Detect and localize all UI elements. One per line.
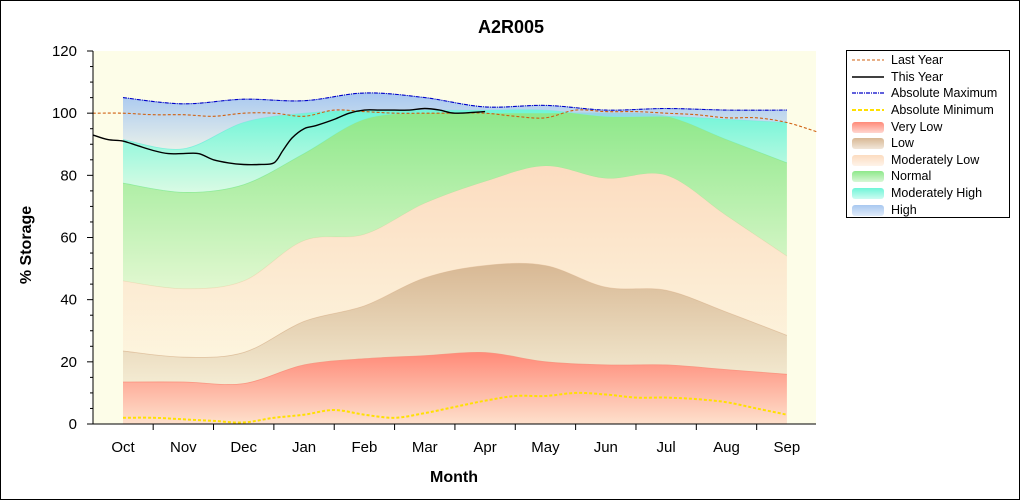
y-tick-label: 80 — [60, 167, 77, 184]
legend-item: Absolute Maximum — [847, 85, 1009, 102]
x-tick-label: Sep — [773, 439, 800, 456]
legend-item: Very Low — [847, 118, 1009, 135]
legend-label: Moderately Low — [891, 152, 980, 167]
band-high — [123, 92, 787, 150]
legend-swatch — [852, 171, 884, 183]
x-tick-label: May — [531, 439, 560, 456]
plot-area: 0 20 40 60 80 100 120 Oct Nov Dec Jan Feb Mar Apr May J… — [52, 43, 818, 456]
y-tick-label: 100 — [52, 105, 77, 122]
legend-swatch — [852, 204, 884, 216]
legend-swatch — [852, 121, 884, 133]
x-tick-label: Jul — [657, 439, 676, 456]
band-very-low — [123, 352, 787, 424]
legend-label: This Year — [891, 69, 944, 84]
y-tick-label: 20 — [60, 354, 77, 371]
legend-item: Moderately Low — [847, 152, 1009, 169]
x-tick-label: Oct — [111, 439, 135, 456]
legend-label: Absolute Minimum — [891, 103, 994, 118]
y-tick-label: 120 — [52, 43, 77, 60]
legend-swatch — [852, 59, 884, 61]
x-tick-label: Jun — [594, 439, 618, 456]
legend-label: Low — [891, 136, 914, 151]
band-moderately-high — [123, 109, 787, 193]
x-tick-label: Mar — [412, 439, 438, 456]
legend-swatch — [852, 109, 884, 112]
x-tick-label: Aug — [713, 439, 740, 456]
legend-swatch — [852, 154, 884, 166]
series-this-year — [92, 107, 486, 166]
legend-swatch — [852, 76, 884, 78]
band-normal — [123, 112, 787, 289]
legend-swatch — [852, 138, 884, 150]
legend-label: Very Low — [891, 119, 943, 134]
legend-item: Moderately High — [847, 185, 1009, 202]
series-absolute-minimum — [122, 391, 788, 424]
legend-label: Normal — [891, 169, 932, 184]
legend-label: Absolute Maximum — [891, 86, 998, 101]
legend-item: Absolute Minimum — [847, 102, 1009, 119]
x-axis-label: Month — [430, 469, 478, 486]
legend-item: Low — [847, 135, 1009, 152]
y-axis-label: % Storage — [18, 206, 35, 284]
band-edge-high — [122, 92, 787, 111]
band-moderately-low — [123, 165, 787, 358]
chart-title: A2R005 — [478, 17, 544, 37]
y-tick-label: 40 — [60, 292, 77, 309]
x-tick-label: Feb — [351, 439, 377, 456]
x-tick-label: Jan — [292, 439, 316, 456]
x-tick-label: Apr — [473, 439, 496, 456]
legend-label: Moderately High — [891, 186, 983, 201]
legend-item: High — [847, 201, 1009, 218]
series-last-year — [92, 109, 818, 133]
legend-label: High — [891, 202, 917, 217]
y-tick-label: 0 — [69, 416, 77, 433]
legend-item: This Year — [847, 69, 1009, 86]
x-tick-label: Nov — [170, 439, 197, 456]
band-low — [123, 263, 787, 385]
x-tick-label: Dec — [230, 439, 257, 456]
legend-swatch — [852, 188, 884, 200]
legend-swatch — [852, 92, 884, 95]
legend: Last Year This Year Absolute Maximum Absolu… — [846, 50, 1010, 218]
legend-label: Last Year — [891, 53, 944, 68]
legend-item: Last Year — [847, 52, 1009, 69]
y-tick-label: 60 — [60, 230, 77, 247]
legend-item: Normal — [847, 168, 1009, 185]
